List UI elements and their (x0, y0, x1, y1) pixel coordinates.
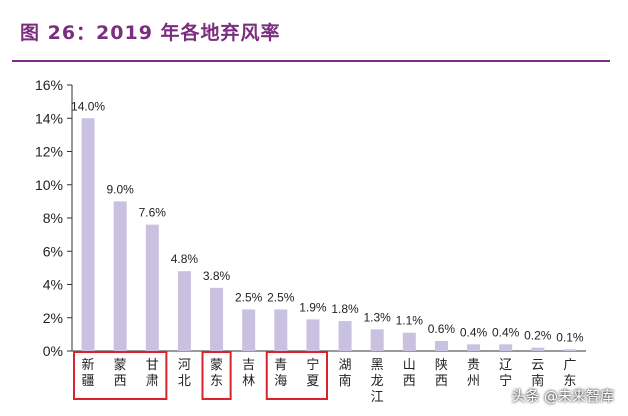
y-tick-label: 6% (43, 243, 63, 259)
y-tick-label: 2% (43, 310, 63, 326)
category-label: 宁夏 (306, 357, 319, 389)
data-label: 7.6% (139, 206, 167, 220)
data-label: 2.5% (267, 290, 295, 304)
data-label: 14.0% (71, 99, 105, 113)
watermark: 头条 @未来智库 (511, 389, 614, 405)
y-tick-label: 10% (35, 177, 63, 193)
y-tick-label: 16% (35, 77, 63, 93)
category-label: 黑龙江 (371, 358, 384, 405)
category-label: 新疆 (82, 357, 95, 389)
data-label: 1.1% (396, 314, 424, 328)
y-tick-label: 8% (43, 210, 63, 226)
bar (81, 118, 95, 351)
data-label: 2.5% (235, 290, 263, 304)
data-label: 3.8% (203, 269, 231, 283)
data-label: 9.0% (107, 182, 135, 196)
category-label: 辽宁 (499, 358, 512, 389)
category-label: 云南 (531, 358, 544, 389)
data-label: 0.6% (428, 322, 456, 336)
category-label: 蒙东 (210, 358, 223, 389)
y-tick-label: 14% (35, 110, 63, 126)
bar (210, 287, 224, 351)
data-label: 0.1% (556, 330, 584, 344)
category-label: 贵州 (467, 358, 480, 389)
bar (563, 349, 577, 351)
bar (113, 201, 127, 351)
bar (274, 309, 288, 351)
highlight-box (265, 351, 328, 400)
data-label: 4.8% (171, 252, 199, 266)
bar (306, 319, 320, 351)
highlight-box (201, 351, 232, 400)
bar (499, 344, 513, 351)
bar (531, 347, 545, 351)
category-label: 陕西 (435, 358, 448, 389)
category-label: 河北 (178, 358, 191, 389)
y-tick-label: 0% (43, 343, 63, 359)
bar (177, 271, 191, 351)
bar (434, 341, 448, 351)
data-label: 0.4% (492, 325, 520, 339)
category-label: 甘肃 (146, 358, 159, 389)
data-label: 1.8% (331, 302, 359, 316)
bar (370, 329, 384, 351)
category-label: 广东 (563, 358, 576, 389)
bar (402, 332, 416, 351)
highlight-box (73, 351, 168, 400)
category-label: 蒙西 (114, 358, 127, 389)
y-tick-label: 12% (35, 144, 63, 160)
y-tick-label: 4% (43, 277, 63, 293)
data-label: 0.4% (460, 325, 488, 339)
category-label: 湖南 (339, 358, 352, 389)
chart-title: 图 26：2019 年各地弃风率 (20, 22, 281, 44)
category-label: 吉林 (242, 358, 255, 389)
data-label: 0.2% (524, 329, 552, 343)
category-label: 青海 (274, 358, 287, 389)
title-divider (12, 60, 610, 62)
bar (467, 344, 481, 351)
data-label: 1.9% (299, 300, 327, 314)
bar (145, 224, 159, 351)
bar (242, 309, 256, 351)
category-label: 山西 (403, 358, 416, 389)
bar (338, 321, 352, 351)
data-label: 1.3% (364, 310, 392, 324)
